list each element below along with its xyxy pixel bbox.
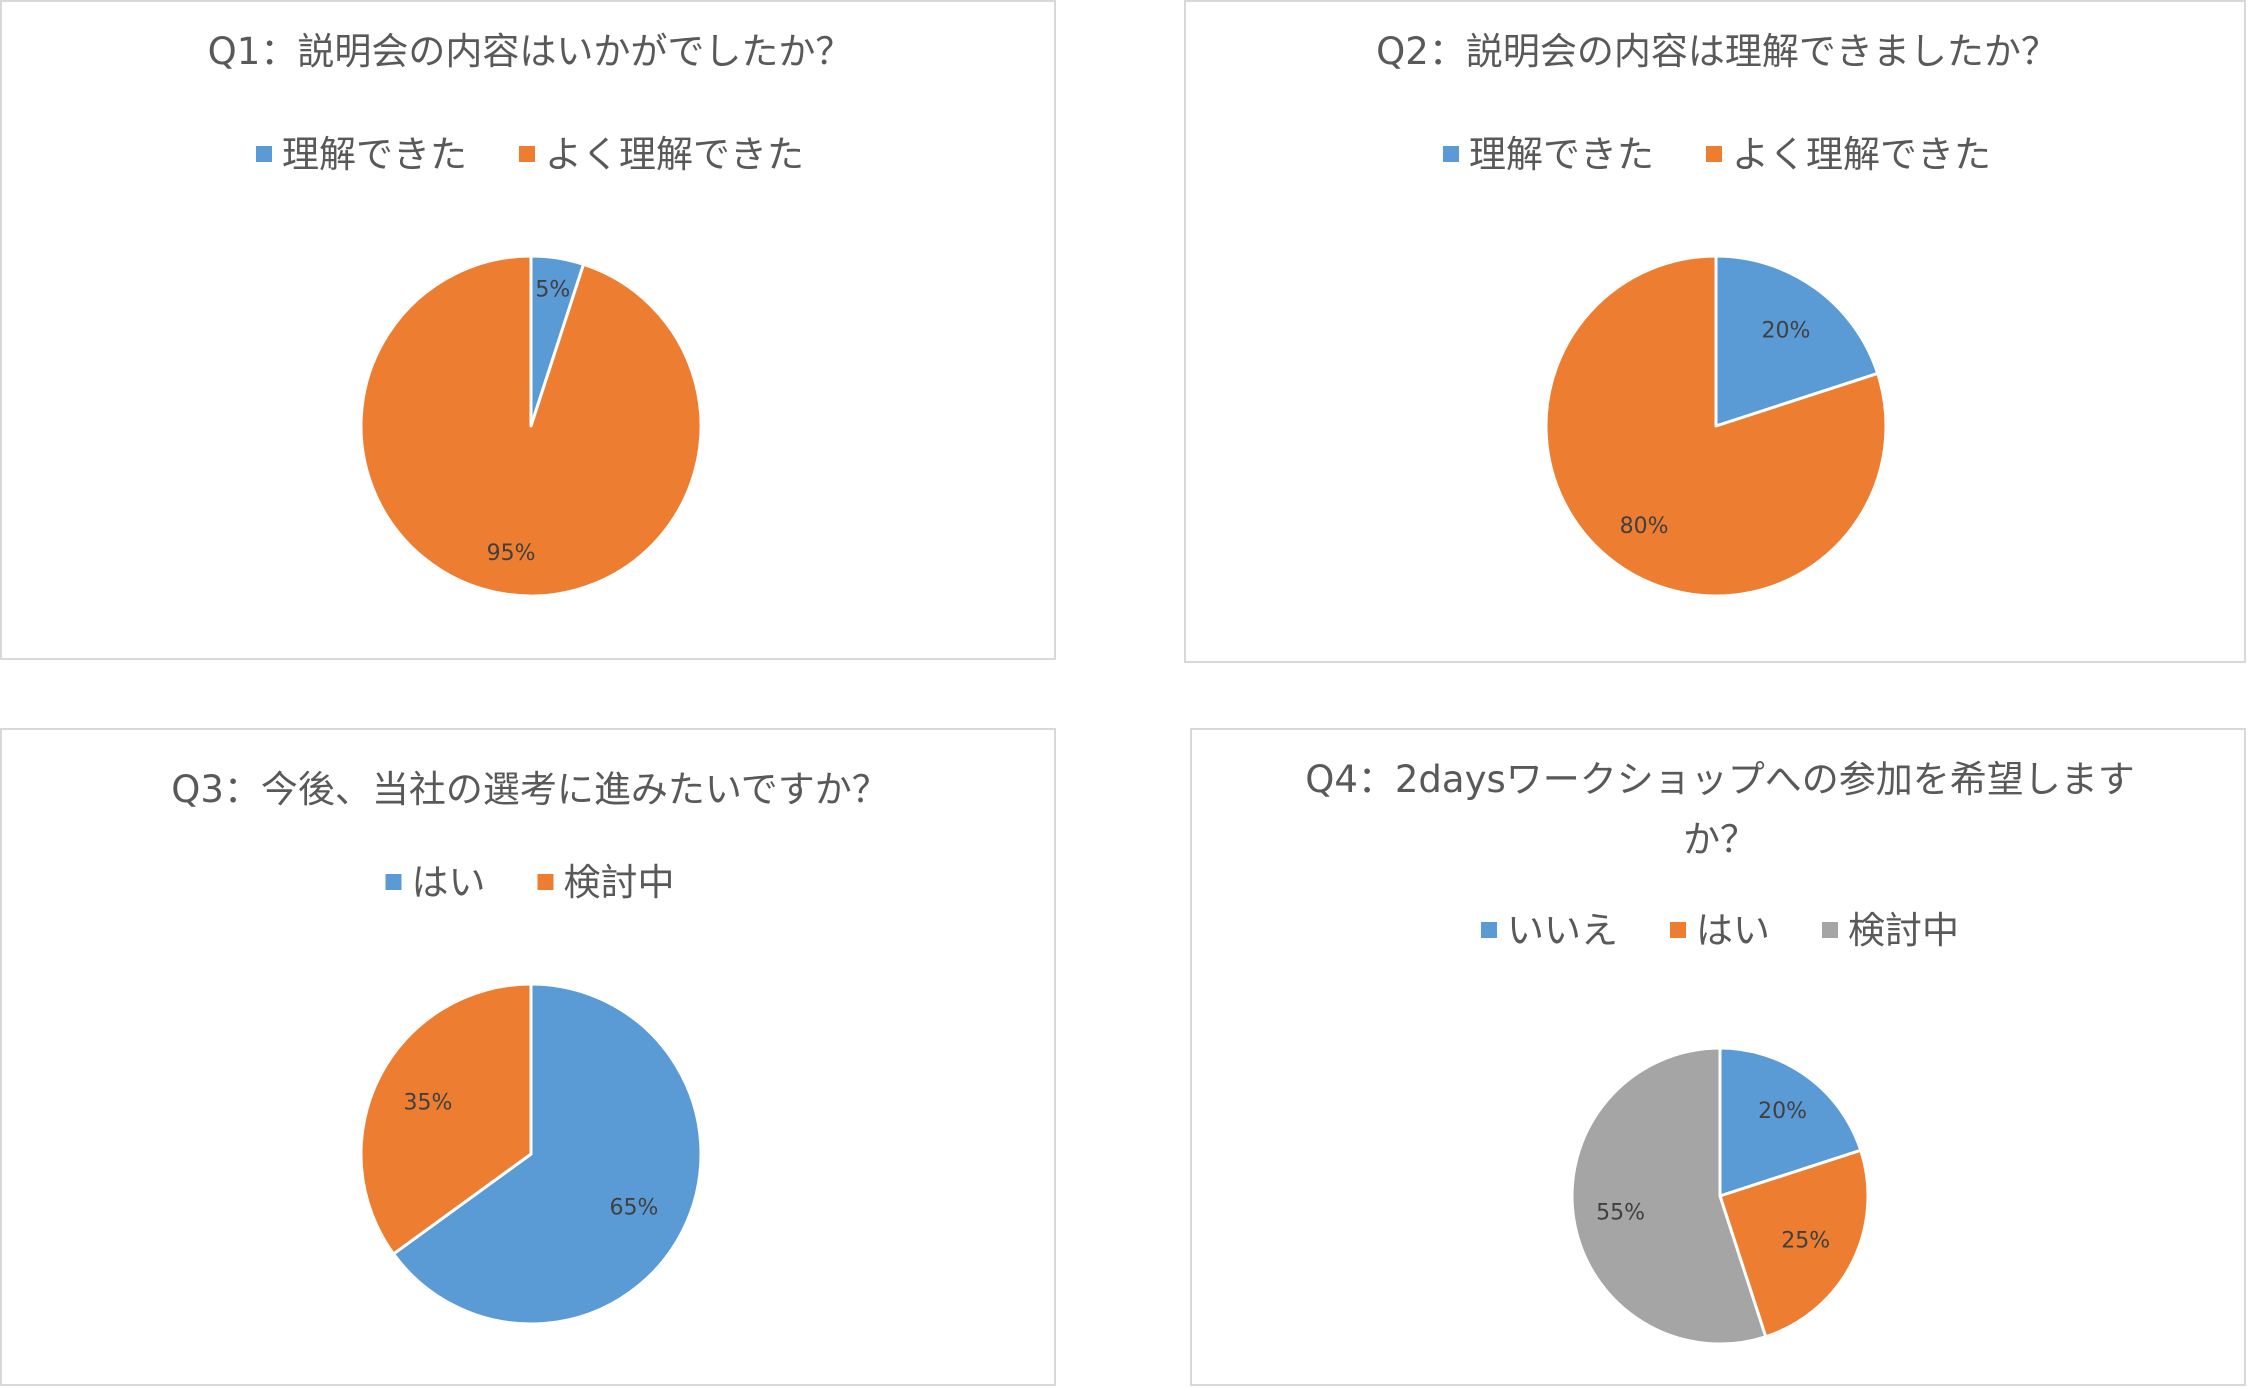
legend-item: いいえ	[1481, 909, 1618, 952]
legend-swatch	[519, 146, 535, 162]
legend-swatch	[1670, 922, 1686, 938]
chart-panel-q2: Q2：説明会の内容は理解できましたか？ 理解できた よく理解できた 20% 80%	[1184, 0, 2246, 663]
legend: はい 検討中	[385, 861, 675, 904]
pie-slice	[1544, 254, 1888, 598]
legend-swatch	[256, 146, 272, 162]
pie-slice	[1718, 1046, 1863, 1198]
chart-title: か？	[1683, 818, 1757, 861]
pie-slice	[359, 982, 533, 1256]
legend-swatch	[385, 874, 402, 890]
legend-label: いいえ	[1507, 909, 1618, 952]
legend-swatch	[1706, 146, 1722, 162]
legend-label: 検討中	[564, 861, 675, 904]
legend-swatch	[1822, 922, 1838, 938]
data-label: 25%	[1781, 1229, 1830, 1254]
chart-title: Q2：説明会の内容は理解できましたか？	[1376, 30, 2058, 73]
legend-item: はい	[385, 861, 486, 904]
legend-label: 理解できた	[282, 133, 467, 176]
chart-panel-q3: Q3：今後、当社の選考に進みたいですか？ はい 検討中 65% 35%	[0, 728, 1056, 1386]
legend-label: 検討中	[1848, 909, 1959, 952]
legend-label: よく理解できた	[545, 133, 804, 176]
pie-slice	[1714, 254, 1880, 428]
chart-q1: Q1：説明会の内容はいかがでしたか？ 理解できた よく理解できた 5% 95%	[208, 30, 853, 598]
legend-item: よく理解できた	[1706, 133, 1991, 176]
data-label: 5%	[535, 277, 570, 302]
pie: 65% 35%	[359, 982, 703, 1326]
chart-q3: Q3：今後、当社の選考に進みたいですか？ はい 検討中 65% 35%	[171, 768, 889, 1326]
legend-label: はい	[1696, 909, 1770, 952]
legend-label: 理解できた	[1469, 133, 1654, 176]
pie-slice	[359, 254, 703, 598]
legend-item: 検討中	[537, 861, 675, 904]
data-label: 65%	[610, 1195, 659, 1220]
legend-item: 理解できた	[256, 133, 467, 176]
pie-slice	[391, 982, 703, 1326]
legend: 理解できた よく理解できた	[256, 133, 804, 176]
pie: 20% 25% 55%	[1570, 1046, 1870, 1346]
legend-swatch	[1481, 922, 1497, 938]
data-label: 20%	[1758, 1099, 1807, 1124]
legend: 理解できた よく理解できた	[1443, 133, 1991, 176]
legend-item: はい	[1670, 909, 1770, 952]
legend-item: 理解できた	[1443, 133, 1654, 176]
legend-swatch	[1443, 146, 1459, 162]
legend-label: はい	[412, 861, 486, 904]
data-label: 80%	[1620, 514, 1669, 539]
pie-slice	[1570, 1046, 1768, 1346]
data-label: 55%	[1596, 1201, 1645, 1226]
data-label: 35%	[404, 1091, 453, 1116]
chart-title: Q1：説明会の内容はいかがでしたか？	[208, 30, 853, 73]
legend-item: よく理解できた	[519, 133, 804, 176]
legend-item: 検討中	[1822, 909, 1959, 952]
data-label: 95%	[487, 541, 536, 566]
pie: 5% 95%	[359, 254, 703, 598]
chart-title: Q4：2daysワークショップへの参加を希望します	[1305, 758, 2135, 801]
data-label: 20%	[1761, 319, 1810, 344]
chart-panel-q4: Q4：2daysワークショップへの参加を希望します か？ いいえ はい 検討中 20% 25…	[1190, 728, 2246, 1386]
chart-panel-q1: Q1：説明会の内容はいかがでしたか？ 理解できた よく理解できた 5% 95%	[0, 0, 1056, 660]
legend-swatch	[537, 874, 554, 890]
chart-title: Q3：今後、当社の選考に進みたいですか？	[171, 768, 889, 811]
chart-q2: Q2：説明会の内容は理解できましたか？ 理解できた よく理解できた 20% 80%	[1376, 30, 2058, 598]
legend: いいえ はい 検討中	[1481, 909, 1959, 952]
legend-label: よく理解できた	[1732, 133, 1991, 176]
pie-slice	[1718, 1148, 1870, 1339]
pie: 20% 80%	[1544, 254, 1888, 598]
